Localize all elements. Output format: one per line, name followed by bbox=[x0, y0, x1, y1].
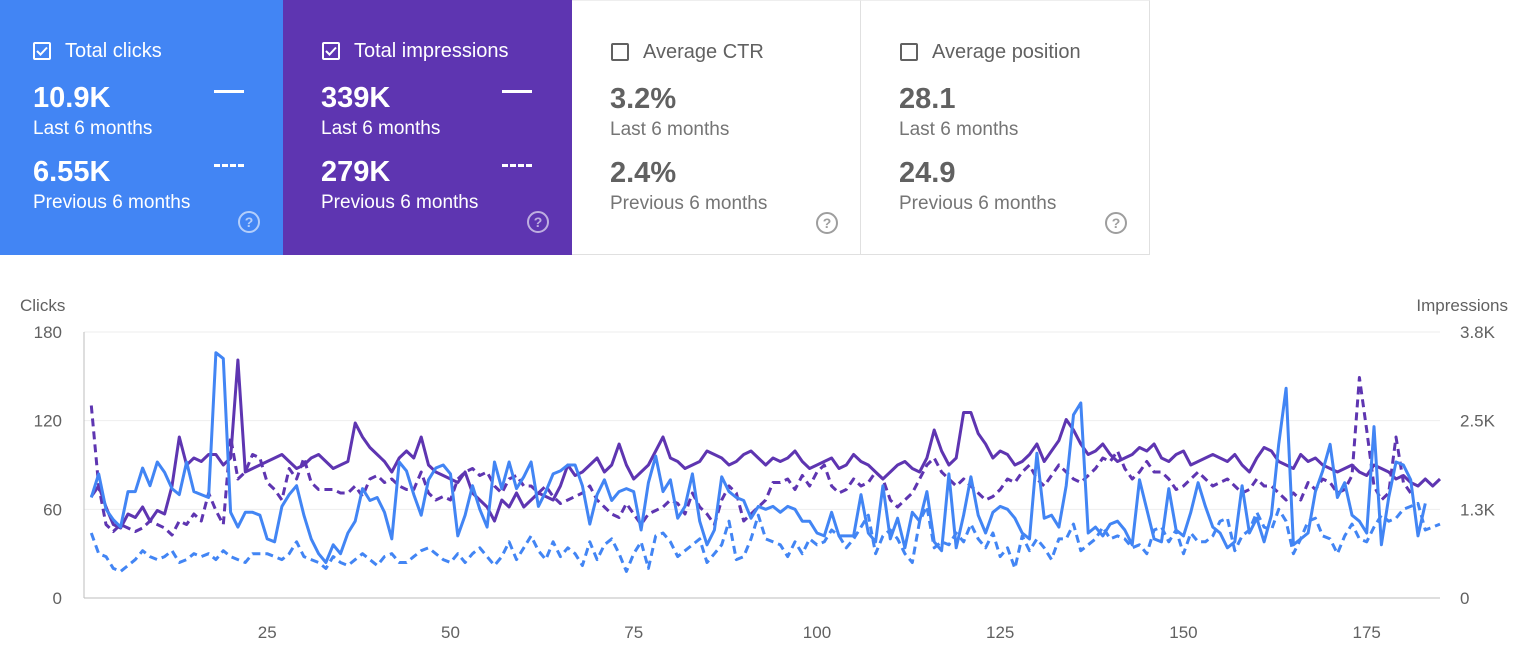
metric-value: 339K bbox=[321, 82, 391, 114]
y-tick-label-left: 180 bbox=[34, 323, 62, 342]
metric-cards: Total clicks 10.9K Last 6 months 6.55K P… bbox=[0, 0, 1150, 255]
metric-prev-period: Previous 6 months bbox=[33, 192, 191, 213]
metric-prev-period: Previous 6 months bbox=[321, 192, 479, 213]
help-circle-icon[interactable]: ? bbox=[1104, 211, 1128, 235]
metric-period: Last 6 months bbox=[33, 118, 153, 139]
svg-text:?: ? bbox=[1112, 215, 1121, 231]
card-title: Average position bbox=[932, 41, 1081, 63]
svg-text:?: ? bbox=[245, 214, 254, 230]
clicks-solid-series-line bbox=[89, 351, 1427, 564]
y-axis-title-left: Clicks bbox=[20, 296, 65, 315]
clicks-dashed-series-line bbox=[89, 501, 1441, 573]
y-tick-label-right: 0 bbox=[1460, 589, 1469, 608]
help-circle-icon[interactable]: ? bbox=[237, 210, 261, 234]
card-average-ctr[interactable]: Average CTR 3.2% Last 6 months 2.4% Prev… bbox=[572, 0, 861, 255]
metric-period: Last 6 months bbox=[321, 118, 441, 139]
metric-period: Last 6 months bbox=[899, 119, 1019, 140]
impressions-solid-series-line bbox=[90, 358, 1442, 530]
x-tick-label: 100 bbox=[803, 623, 831, 642]
metric-period: Last 6 months bbox=[610, 119, 730, 140]
metric-prev-value: 24.9 bbox=[899, 157, 956, 189]
metric-prev-value: 6.55K bbox=[33, 156, 111, 188]
metric-value: 10.9K bbox=[33, 82, 111, 114]
y-tick-label-right: 2.5K bbox=[1460, 412, 1496, 431]
x-tick-label: 150 bbox=[1169, 623, 1197, 642]
help-circle-icon[interactable]: ? bbox=[526, 210, 550, 234]
dashed-line-legend-icon bbox=[502, 164, 532, 167]
checkbox-icon[interactable] bbox=[322, 42, 340, 60]
card-total-clicks[interactable]: Total clicks 10.9K Last 6 months 6.55K P… bbox=[0, 0, 283, 255]
metric-prev-period: Previous 6 months bbox=[610, 193, 768, 214]
card-title: Average CTR bbox=[643, 41, 764, 63]
x-tick-label: 125 bbox=[986, 623, 1014, 642]
x-tick-label: 25 bbox=[258, 623, 277, 642]
metric-prev-period: Previous 6 months bbox=[899, 193, 1057, 214]
metric-prev-value: 279K bbox=[321, 156, 391, 188]
help-circle-icon[interactable]: ? bbox=[815, 211, 839, 235]
checkbox-icon[interactable] bbox=[33, 42, 51, 60]
metric-value: 3.2% bbox=[610, 83, 677, 115]
card-title: Total impressions bbox=[354, 40, 509, 62]
y-tick-label-right: 1.3K bbox=[1460, 500, 1496, 519]
y-tick-label-right: 3.8K bbox=[1460, 323, 1496, 342]
card-title: Total clicks bbox=[65, 40, 162, 62]
solid-line-legend-icon bbox=[502, 90, 532, 93]
x-tick-label: 50 bbox=[441, 623, 460, 642]
svg-text:?: ? bbox=[823, 215, 832, 231]
impressions-dashed-series-line bbox=[89, 376, 1412, 537]
y-tick-label-left: 0 bbox=[53, 589, 62, 608]
solid-line-legend-icon bbox=[214, 90, 244, 93]
metric-value: 28.1 bbox=[899, 83, 956, 115]
y-tick-label-left: 120 bbox=[34, 412, 62, 431]
svg-text:?: ? bbox=[534, 214, 543, 230]
metric-prev-value: 2.4% bbox=[610, 157, 677, 189]
y-axis-title-right: Impressions bbox=[1416, 296, 1508, 315]
performance-chart: 180 3.8K 120 2.5K 60 1.3K 0 0 Clicks Impressions 2… bbox=[20, 296, 1508, 642]
x-tick-label: 175 bbox=[1353, 623, 1381, 642]
card-average-position[interactable]: Average position 28.1 Last 6 months 24.9… bbox=[861, 0, 1150, 255]
card-total-impressions[interactable]: Total impressions 339K Last 6 months 279… bbox=[283, 0, 572, 255]
y-tick-label-left: 60 bbox=[43, 500, 62, 519]
dashed-line-legend-icon bbox=[214, 164, 244, 167]
checkbox-icon[interactable] bbox=[611, 43, 629, 61]
checkbox-icon[interactable] bbox=[900, 43, 918, 61]
x-tick-label: 75 bbox=[624, 623, 643, 642]
